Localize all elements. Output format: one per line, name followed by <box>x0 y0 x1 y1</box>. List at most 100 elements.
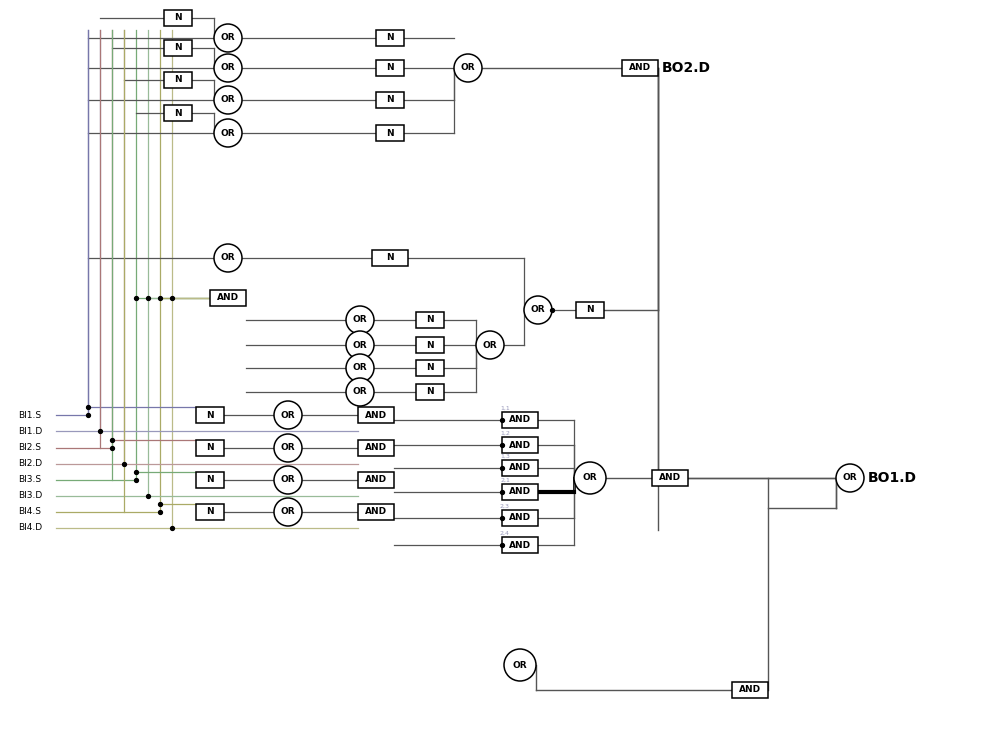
Text: 1,3: 1,3 <box>500 453 510 458</box>
Text: OR: OR <box>583 474 597 483</box>
Text: 2,3: 2,3 <box>500 504 510 509</box>
FancyBboxPatch shape <box>164 10 192 26</box>
Text: BO2.D: BO2.D <box>662 61 711 75</box>
Circle shape <box>504 649 536 681</box>
FancyBboxPatch shape <box>622 60 658 76</box>
Text: AND: AND <box>509 440 531 450</box>
FancyBboxPatch shape <box>372 250 408 266</box>
Circle shape <box>274 434 302 462</box>
Text: OR: OR <box>353 364 367 372</box>
Circle shape <box>836 464 864 492</box>
FancyBboxPatch shape <box>196 407 224 423</box>
Text: N: N <box>386 253 394 263</box>
FancyBboxPatch shape <box>376 92 404 108</box>
Circle shape <box>346 354 374 382</box>
Text: OR: OR <box>221 64 235 72</box>
FancyBboxPatch shape <box>502 437 538 453</box>
Text: N: N <box>206 410 214 420</box>
Text: BI3.D: BI3.D <box>18 491 42 501</box>
FancyBboxPatch shape <box>358 504 394 520</box>
FancyBboxPatch shape <box>416 360 444 376</box>
FancyBboxPatch shape <box>196 472 224 488</box>
Text: AND: AND <box>509 415 531 425</box>
FancyBboxPatch shape <box>376 125 404 141</box>
FancyBboxPatch shape <box>376 30 404 46</box>
Circle shape <box>454 54 482 82</box>
Text: OR: OR <box>461 64 475 72</box>
Text: N: N <box>174 44 182 53</box>
Circle shape <box>346 331 374 359</box>
Text: OR: OR <box>531 305 545 315</box>
Text: AND: AND <box>365 475 387 485</box>
Circle shape <box>346 378 374 406</box>
Circle shape <box>274 401 302 429</box>
FancyBboxPatch shape <box>502 412 538 428</box>
Text: BI1.S: BI1.S <box>18 410 41 420</box>
Text: OR: OR <box>483 340 497 350</box>
FancyBboxPatch shape <box>502 510 538 526</box>
Circle shape <box>274 466 302 494</box>
Text: AND: AND <box>509 488 531 496</box>
Text: 1,1: 1,1 <box>500 405 510 410</box>
FancyBboxPatch shape <box>210 290 246 306</box>
Text: 2,4: 2,4 <box>500 531 510 536</box>
Text: N: N <box>426 388 434 396</box>
Text: N: N <box>174 75 182 85</box>
Text: N: N <box>386 64 394 72</box>
Text: AND: AND <box>659 474 681 483</box>
Text: N: N <box>386 34 394 42</box>
Text: BI3.S: BI3.S <box>18 475 41 485</box>
Text: N: N <box>174 109 182 118</box>
FancyBboxPatch shape <box>164 105 192 121</box>
Text: AND: AND <box>365 410 387 420</box>
Text: AND: AND <box>629 64 651 72</box>
FancyBboxPatch shape <box>502 460 538 476</box>
Text: N: N <box>386 96 394 104</box>
Text: N: N <box>426 364 434 372</box>
Text: BO1.D: BO1.D <box>868 471 917 485</box>
Text: OR: OR <box>281 410 295 420</box>
FancyBboxPatch shape <box>164 72 192 88</box>
FancyBboxPatch shape <box>358 440 394 456</box>
Circle shape <box>214 24 242 52</box>
FancyBboxPatch shape <box>196 440 224 456</box>
Text: AND: AND <box>509 513 531 523</box>
Text: OR: OR <box>221 96 235 104</box>
FancyBboxPatch shape <box>376 60 404 76</box>
Text: AND: AND <box>509 540 531 550</box>
Text: N: N <box>426 340 434 350</box>
Text: BI2.S: BI2.S <box>18 444 41 453</box>
Text: OR: OR <box>221 34 235 42</box>
Text: BI4.S: BI4.S <box>18 507 41 517</box>
Text: OR: OR <box>221 253 235 263</box>
Text: OR: OR <box>843 474 857 483</box>
Text: 2,1: 2,1 <box>500 477 510 483</box>
FancyBboxPatch shape <box>502 484 538 500</box>
Text: BI2.D: BI2.D <box>18 459 42 469</box>
Text: N: N <box>206 475 214 485</box>
Text: N: N <box>386 128 394 137</box>
Text: AND: AND <box>217 293 239 302</box>
Text: N: N <box>206 507 214 517</box>
FancyBboxPatch shape <box>196 504 224 520</box>
Text: AND: AND <box>365 444 387 453</box>
Text: N: N <box>174 13 182 23</box>
Circle shape <box>214 119 242 147</box>
Text: BI1.D: BI1.D <box>18 426 42 436</box>
Text: N: N <box>586 305 594 315</box>
Circle shape <box>214 244 242 272</box>
Text: 1,2: 1,2 <box>500 431 510 436</box>
FancyBboxPatch shape <box>416 312 444 328</box>
Circle shape <box>476 331 504 359</box>
Text: OR: OR <box>281 475 295 485</box>
FancyBboxPatch shape <box>732 682 768 698</box>
FancyBboxPatch shape <box>576 302 604 318</box>
FancyBboxPatch shape <box>416 337 444 353</box>
FancyBboxPatch shape <box>358 407 394 423</box>
Text: OR: OR <box>281 507 295 517</box>
Text: OR: OR <box>513 661 527 669</box>
Circle shape <box>274 498 302 526</box>
Text: OR: OR <box>281 444 295 453</box>
FancyBboxPatch shape <box>358 472 394 488</box>
FancyBboxPatch shape <box>416 384 444 400</box>
